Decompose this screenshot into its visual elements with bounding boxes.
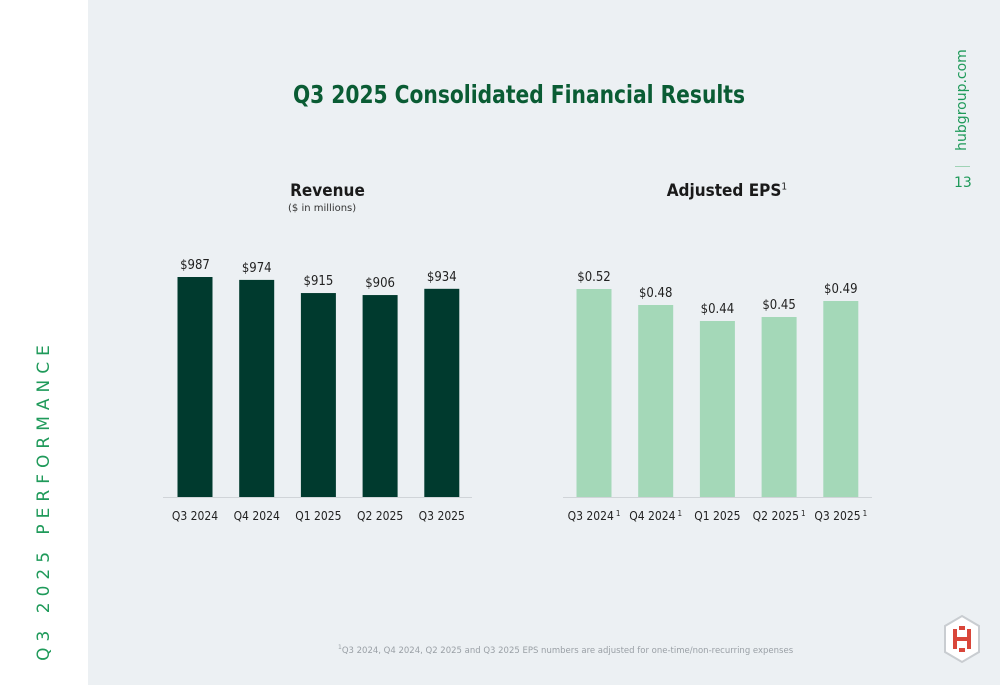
eps-title-text: Adjusted EPS <box>666 181 782 201</box>
revenue-bar <box>362 295 398 497</box>
revenue-data-label: $915 <box>304 274 334 289</box>
footnote-text: Q3 2024, Q4 2024, Q2 2025 and Q3 2025 EP… <box>341 645 794 656</box>
revenue-data-label: $934 <box>427 270 457 285</box>
footnote-marker: 1 <box>338 644 342 651</box>
eps-bar <box>638 305 674 497</box>
eps-tick-label: Q3 2024 1 <box>568 509 621 523</box>
eps-bar <box>761 317 797 497</box>
revenue-tick-label: Q3 2024 <box>172 509 218 523</box>
revenue-data-label: $987 <box>180 258 210 273</box>
footnote: 1Q3 2024, Q4 2024, Q2 2025 and Q3 2025 E… <box>338 644 793 656</box>
revenue-bar <box>424 288 460 497</box>
eps-tick-label: Q1 2025 <box>694 509 740 523</box>
eps-bar <box>823 301 859 497</box>
revenue-tick-label: Q4 2024 <box>234 509 280 523</box>
eps-bar <box>699 321 735 497</box>
revenue-data-label: $906 <box>365 276 395 291</box>
hub-group-logo <box>944 614 980 664</box>
revenue-data-label: $974 <box>242 261 272 276</box>
divider <box>955 166 970 167</box>
eps-title-footnote: 1 <box>781 181 788 193</box>
eps-data-label: $0.45 <box>762 298 795 313</box>
revenue-bar <box>239 279 275 497</box>
eps-tick-label: Q3 2025 1 <box>814 509 867 523</box>
revenue-tick-label: Q2 2025 <box>357 509 403 523</box>
eps-bar <box>576 289 612 497</box>
revenue-tick-label: Q3 2025 <box>419 509 465 523</box>
eps-data-label: $0.52 <box>577 270 610 285</box>
eps-data-label: $0.44 <box>701 302 734 317</box>
revenue-tick-label: Q1 2025 <box>295 509 341 523</box>
eps-data-label: $0.49 <box>824 282 857 297</box>
revenue-chart-title: Revenue <box>290 181 365 201</box>
revenue-bar <box>300 293 336 497</box>
page-title: Q3 2025 Consolidated Financial Results <box>292 80 746 109</box>
eps-chart-title: Adjusted EPS1 <box>667 181 787 201</box>
sidebar <box>0 0 88 685</box>
eps-data-label: $0.48 <box>639 286 672 301</box>
eps-tick-label: Q2 2025 1 <box>753 509 806 523</box>
eps-tick-label: Q4 2024 1 <box>629 509 682 523</box>
revenue-bar <box>177 277 213 497</box>
page-number: 13 <box>954 175 972 191</box>
revenue-chart-subtitle: ($ in millions) <box>288 203 357 214</box>
